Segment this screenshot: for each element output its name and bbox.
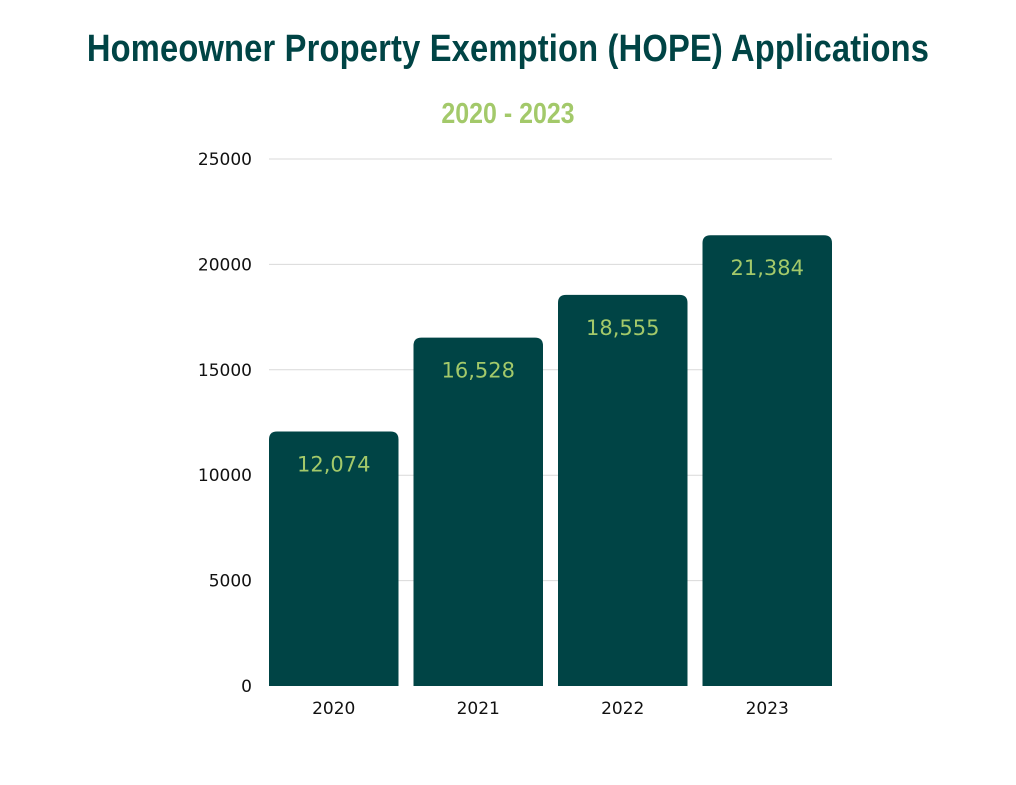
- bar-2020: [269, 431, 399, 686]
- y-tick-label: 0: [241, 677, 252, 697]
- y-tick-label: 15000: [198, 361, 252, 381]
- chart-title: Homeowner Property Exemption (HOPE) Appl…: [86, 28, 930, 70]
- x-tick-label: 2022: [601, 699, 644, 719]
- data-label: 12,074: [297, 452, 370, 476]
- bar-2023: [702, 235, 832, 686]
- x-tick-label: 2021: [457, 699, 500, 719]
- data-label: 21,384: [731, 256, 804, 280]
- bar-2021: [413, 337, 543, 686]
- y-tick-label: 25000: [198, 150, 252, 170]
- x-tick-label: 2023: [746, 699, 789, 719]
- chart-subtitle: 2020 - 2023: [441, 98, 575, 130]
- bar-2022: [558, 294, 688, 686]
- y-tick-label: 5000: [209, 572, 252, 592]
- y-tick-label: 10000: [198, 466, 252, 486]
- x-tick-label: 2020: [312, 699, 355, 719]
- data-label: 18,555: [586, 316, 659, 340]
- data-label: 16,528: [442, 359, 515, 383]
- y-tick-label: 20000: [198, 255, 252, 275]
